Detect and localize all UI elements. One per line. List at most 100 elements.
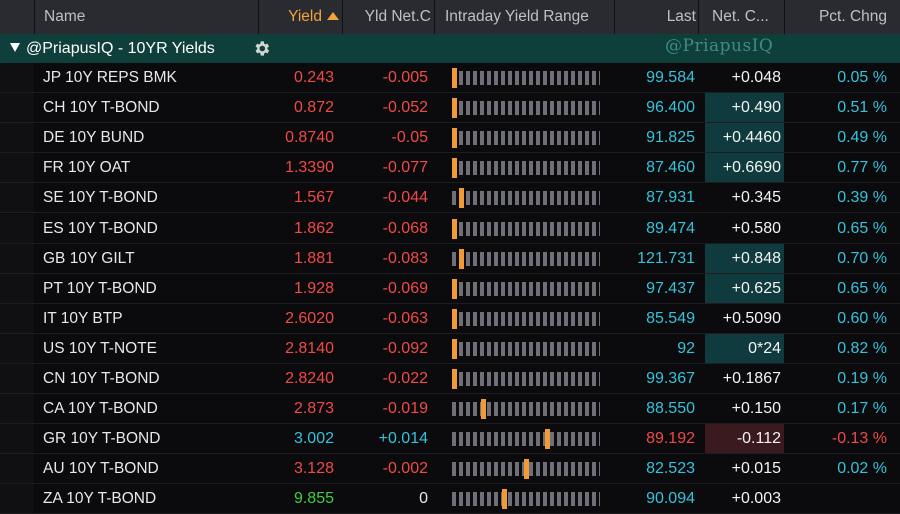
- intraday-range-bar: [452, 489, 600, 510]
- column-header-bar: Name Yield Yld Net.C Intraday Yield Rang…: [0, 0, 900, 34]
- intraday-range-bar: [452, 98, 600, 119]
- net-change: +0.848: [705, 243, 784, 273]
- range-ticks: [452, 341, 600, 356]
- yield-value: 2.8140: [285, 339, 334, 357]
- table-row[interactable]: IT 10Y BTP 2.6020 -0.063 85.549 +0.5090 0.60 …: [0, 303, 900, 334]
- instrument-name: US 10Y T-NOTE: [43, 339, 157, 357]
- yield-net-change: -0.002: [382, 460, 428, 478]
- table-row[interactable]: AU 10Y T-BOND 3.128 -0.002 82.523 +0.015 0.02…: [0, 454, 900, 485]
- table-row[interactable]: GR 10Y T-BOND 3.002 +0.014 89.192 -0.112 -0.1…: [0, 424, 900, 455]
- collapse-triangle-icon[interactable]: [10, 43, 20, 52]
- yield-value: 9.855: [293, 490, 334, 508]
- yield-net-change: -0.083: [382, 249, 428, 267]
- pct-change: [787, 484, 887, 513]
- row-gutter: [0, 153, 34, 183]
- instrument-name: CH 10Y T-BOND: [43, 99, 160, 117]
- net-change: +0.625: [705, 273, 784, 303]
- row-divider: [0, 212, 900, 214]
- intraday-range-bar: [452, 459, 600, 480]
- instrument-name: ES 10Y T-BOND: [43, 219, 158, 237]
- intraday-range-bar: [452, 338, 600, 359]
- row-divider: [0, 302, 900, 304]
- yield-value: 1.881: [293, 249, 334, 267]
- row-divider: [0, 152, 900, 154]
- range-ticks: [452, 492, 600, 507]
- table-row[interactable]: US 10Y T-NOTE 2.8140 -0.092 92 0*24 0.82 %: [0, 333, 900, 364]
- row-gutter: [0, 273, 34, 303]
- row-gutter: [0, 333, 34, 363]
- net-change: +0.048: [731, 69, 781, 86]
- yield-net-change: -0.052: [382, 99, 428, 117]
- group-title: @PriapusIQ - 10YR Yields: [26, 40, 215, 57]
- instrument-name: SE 10Y T-BOND: [43, 189, 158, 207]
- yield-net-change: 0: [419, 490, 428, 508]
- header-yield[interactable]: Yield: [258, 0, 343, 34]
- yield-net-change: -0.069: [382, 279, 428, 297]
- header-name[interactable]: Name: [34, 0, 268, 34]
- row-gutter: [0, 123, 34, 153]
- pct-change: 0.39 %: [837, 189, 887, 207]
- table-row[interactable]: SE 10Y T-BOND 1.567 -0.044 87.931 +0.345 0.39…: [0, 183, 900, 214]
- pct-change: -0.13 %: [831, 430, 887, 448]
- pct-change: 0.19 %: [837, 370, 887, 387]
- net-change: +0.4460: [705, 123, 784, 153]
- instrument-name: CN 10Y T-BOND: [43, 370, 160, 387]
- range-ticks: [452, 311, 600, 326]
- row-gutter: [0, 303, 34, 333]
- table-row[interactable]: CH 10Y T-BOND 0.872 -0.052 96.400 +0.490 0.51…: [0, 93, 900, 124]
- yield-net-change: -0.068: [382, 219, 428, 237]
- net-change: +0.150: [731, 400, 781, 418]
- table-row[interactable]: CN 10Y T-BOND 2.8240 -0.022 99.367 +0.1867 0.…: [0, 364, 900, 394]
- row-divider: [0, 332, 900, 334]
- yield-value: 1.3390: [285, 159, 334, 177]
- sort-ascending-icon: [327, 12, 339, 20]
- table-row[interactable]: ZA 10Y T-BOND 9.855 0 90.094 +0.003: [0, 484, 900, 514]
- pct-change: 0.65 %: [837, 279, 887, 297]
- header-gutter: [0, 0, 34, 34]
- range-marker: [452, 369, 457, 389]
- table-row[interactable]: FR 10Y OAT 1.3390 -0.077 87.460 +0.6690 0.77 …: [0, 153, 900, 184]
- last-price: 90.094: [646, 490, 695, 508]
- net-change: +0.345: [731, 189, 781, 207]
- row-gutter: [0, 243, 34, 273]
- header-intraday-range-label: Intraday Yield Range: [445, 8, 589, 25]
- yield-net-change: -0.019: [382, 400, 428, 418]
- last-price: 87.931: [646, 189, 695, 207]
- table-row[interactable]: JP 10Y REPS BMK 0.243 -0.005 99.584 +0.048 0.…: [0, 63, 900, 93]
- gear-icon[interactable]: [252, 39, 271, 58]
- last-price: 97.437: [646, 279, 695, 297]
- range-marker: [459, 188, 465, 209]
- watchlist-group-header[interactable]: @PriapusIQ - 10YR Yields @PriapusIQ: [0, 34, 900, 63]
- table-row[interactable]: CA 10Y T-BOND 2.873 -0.019 88.550 +0.150 0.17…: [0, 394, 900, 425]
- table-row[interactable]: DE 10Y BUND 0.8740 -0.05 91.825 +0.4460 0.49 …: [0, 123, 900, 154]
- intraday-range-bar: [452, 158, 600, 179]
- range-marker: [523, 459, 529, 480]
- table-row[interactable]: PT 10Y T-BOND 1.928 -0.069 97.437 +0.625 0.65…: [0, 273, 900, 304]
- net-change: +0.580: [731, 219, 781, 237]
- intraday-range-bar: [452, 429, 600, 450]
- header-yld-net-chg-label: Yld Net.C: [364, 8, 431, 25]
- table-row[interactable]: GB 10Y GILT 1.881 -0.083 121.731 +0.848 0.70 …: [0, 243, 900, 274]
- range-ticks: [452, 101, 600, 116]
- intraday-range-bar: [452, 188, 600, 209]
- header-last[interactable]: Last: [614, 0, 699, 34]
- last-price: 91.825: [646, 129, 695, 147]
- intraday-range-bar: [452, 369, 600, 389]
- range-marker: [452, 68, 457, 88]
- header-pct-chg[interactable]: Pct. Chng: [784, 0, 900, 34]
- row-gutter: [0, 183, 34, 213]
- pct-change: 0.60 %: [837, 309, 887, 327]
- header-intraday-range[interactable]: Intraday Yield Range: [434, 0, 625, 34]
- table-row[interactable]: ES 10Y T-BOND 1.862 -0.068 89.474 +0.580 0.65…: [0, 213, 900, 244]
- yield-net-change: -0.077: [382, 159, 428, 177]
- header-yld-net-chg[interactable]: Yld Net.C: [342, 0, 435, 34]
- net-change: +0.5090: [722, 309, 781, 327]
- yield-value: 1.928: [293, 279, 334, 297]
- range-ticks: [452, 191, 600, 206]
- header-net-chg[interactable]: Net. C...: [698, 0, 798, 34]
- yield-net-change: -0.092: [382, 339, 428, 357]
- net-change: +0.015: [731, 460, 781, 478]
- row-divider: [0, 182, 900, 184]
- net-change: +0.003: [731, 490, 781, 508]
- row-divider: [0, 393, 900, 394]
